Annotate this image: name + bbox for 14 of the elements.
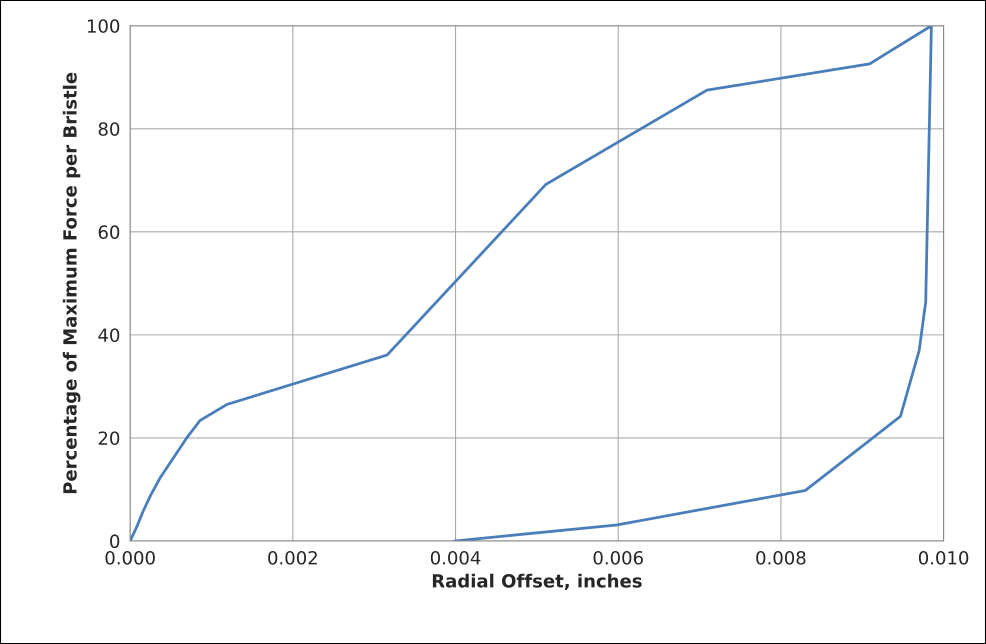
y-tick-label: 0 (110, 534, 120, 548)
y-tick-label: 40 (98, 328, 120, 342)
y-tick-label: 80 (98, 122, 120, 136)
x-axis-title: Radial Offset, inches (432, 574, 642, 590)
x-tick-label: 0.004 (430, 551, 480, 565)
y-axis-title: Percentage of Maximum Force per Bristle (62, 72, 80, 494)
y-tick-label: 100 (88, 19, 120, 33)
y-tick-label: 20 (98, 431, 120, 446)
x-tick-label: 0.008 (756, 551, 806, 565)
x-tick-label: 0.006 (594, 551, 643, 565)
x-tick-label: 0.002 (268, 551, 317, 565)
y-tick-label: 60 (98, 225, 120, 239)
x-tick-label: 0.010 (918, 551, 968, 565)
x-tick-label: 0.000 (106, 551, 155, 565)
